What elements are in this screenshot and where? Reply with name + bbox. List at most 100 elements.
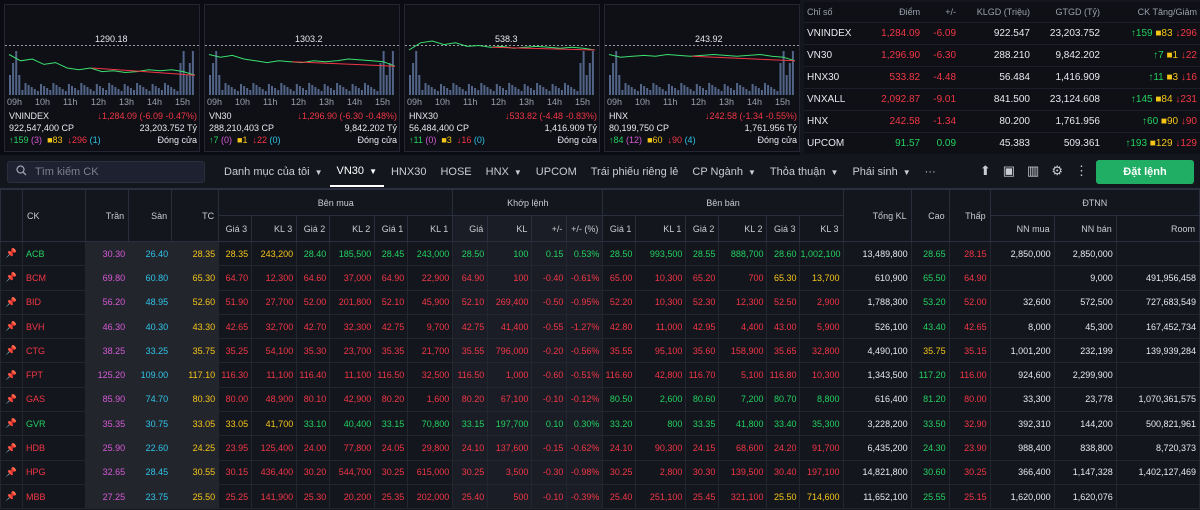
cell-s2: 65.20 [685, 265, 720, 291]
cell-s2: 33.35 [685, 411, 720, 437]
cell-s3: 28.60 [766, 240, 801, 267]
index-row[interactable]: HNX 242.58 -1.34 80.200 1,761.956 ↑60 ■90 ↓90 [804, 109, 1200, 132]
cell-b2: 30.20 [296, 459, 331, 485]
tab-5[interactable]: UPCOM [529, 157, 584, 187]
gear-icon[interactable]: ⚙ [1051, 163, 1063, 178]
cell-bv2: 23,700 [329, 338, 376, 364]
pin-icon[interactable]: 📌 [0, 265, 24, 291]
cell-v: 67,100 [487, 386, 533, 413]
index-row[interactable]: UPCOM 91.57 0.09 45.383 509.361 ↑193 ■129 ↓12… [804, 131, 1200, 154]
pin-icon[interactable]: 📌 [0, 362, 24, 388]
pin-icon[interactable]: 📌 [0, 338, 24, 364]
index-row-change: 0.09 [923, 131, 960, 154]
pin-icon[interactable]: 📌 [0, 459, 24, 485]
index-row-name: VNXALL [804, 87, 867, 110]
volume-bar [443, 86, 446, 95]
excel-export-icon[interactable]: ▣ [1002, 163, 1016, 178]
search-box[interactable] [7, 161, 205, 183]
volume-bar [433, 89, 436, 95]
mini-chart-vnindex[interactable]: 1290.18 09h 10h 11h 12h 13h 14h 15h VNINDEX ↓1,28… [4, 4, 200, 152]
index-row[interactable]: VNXALL 2,092.87 -9.01 841.500 23,124.608 ↑145… [804, 87, 1200, 110]
volume-bar [18, 75, 21, 95]
volume-bar [108, 83, 111, 95]
tab-7[interactable]: CP Ngành ▼ [685, 157, 762, 187]
tab-9[interactable]: Phái sinh ▼ [845, 157, 917, 187]
tab-1[interactable]: VN30 ▼ [329, 157, 384, 187]
stock-row-fpt[interactable]: 📌 FPT 125.20 109.00 117.10 116.30 11,100 116.40… [0, 362, 1200, 388]
x-tick-label: 15h [575, 97, 591, 107]
x-tick-label: 14h [347, 97, 363, 107]
stock-row-gas[interactable]: 📌 GAS 85.90 74.70 80.30 80.00 48,900 80.10 42,90… [0, 386, 1200, 413]
stock-row-acb[interactable]: 📌 ACB 30.30 26.40 28.35 28.35 243,200 28.40 185,… [0, 240, 1200, 267]
foreign-buy: 1,620,000 [989, 483, 1055, 510]
volume-bar [708, 83, 711, 95]
ceil-price: 25.90 [85, 435, 130, 461]
stock-row-gvr[interactable]: 📌 GVR 35.35 30.75 33.05 33.05 41,700 33.10 40,40… [0, 411, 1200, 437]
tab-2[interactable]: HNX30 [384, 157, 433, 187]
cell-sv1: 10,300 [635, 265, 687, 291]
stock-symbol: BID [22, 289, 87, 315]
mini-chart-vn30[interactable]: 1303.2 09h 10h 11h 12h 13h 14h 15h VN30 ↓1,296.90… [204, 4, 400, 152]
tab-10[interactable]: ··· [918, 157, 943, 187]
sub-header: +/- [531, 215, 568, 242]
tab-4[interactable]: HNX ▼ [479, 157, 529, 187]
index-value: 1,416.909 Tỷ [544, 123, 597, 133]
volume-bar [674, 88, 677, 95]
stock-symbol: HPG [22, 459, 87, 485]
volume-bar [114, 87, 117, 95]
mini-chart-hnx30[interactable]: 538.3 09h 10h 11h 12h 13h 14h 15h HNX30 ↓533.82 (… [404, 4, 600, 152]
cell-s2: 28.55 [685, 240, 720, 267]
pin-icon[interactable]: 📌 [0, 313, 24, 340]
cell-b3: 42.65 [218, 313, 253, 340]
pin-icon[interactable]: 📌 [0, 386, 24, 413]
stock-row-ctg[interactable]: 📌 CTG 38.25 33.25 35.75 35.25 54,100 35.30 23,70… [0, 338, 1200, 364]
down-count: ↓16 [456, 135, 472, 145]
upload-icon[interactable]: ⬆ [979, 163, 991, 178]
cell-bv1: 243,000 [407, 240, 454, 267]
mini-chart-hnx[interactable]: 243.92 09h 10h 11h 12h 13h 14h 15h HNX ↓242.58 (-… [604, 4, 800, 152]
cell-bv3: 27,700 [251, 289, 298, 315]
ref-price: 43.30 [171, 313, 220, 340]
volume-bar [646, 88, 649, 95]
tab-0[interactable]: Danh mục của tôi ▼ [217, 157, 330, 187]
column-layout-icon[interactable]: ▥ [1027, 163, 1040, 178]
volume-bar [170, 87, 173, 95]
index-row[interactable]: VN30 1,296.90 -6.30 288.210 9,842.202 ↑7 ■1 ↓… [804, 43, 1200, 66]
tab-6[interactable]: Trái phiếu riêng lẻ [584, 157, 686, 187]
volume-bar [154, 86, 157, 95]
stock-row-mbb[interactable]: 📌 MBB 27.25 23.75 25.50 25.25 141,900 25.30 20,2… [0, 483, 1200, 510]
stock-row-bcm[interactable]: 📌 BCM 69.80 60.80 65.30 64.70 12,300 64.60 37,00… [0, 265, 1200, 291]
place-order-button[interactable]: Đặt lệnh [1096, 160, 1194, 184]
index-price: ↓1,296.90 (-6.30 -0.48%) [297, 111, 397, 121]
pin-icon[interactable]: 📌 [0, 289, 24, 315]
volume-bar [627, 85, 630, 95]
sub-header: KL 3 [799, 215, 844, 242]
volume-bar [133, 90, 135, 95]
index-price: ↓242.58 (-1.34 -0.55%) [704, 111, 797, 121]
search-input[interactable] [35, 166, 195, 178]
tab-3[interactable]: HOSE [433, 157, 478, 187]
stock-symbol: ACB [22, 240, 87, 267]
stock-row-bid[interactable]: 📌 BID 56.20 48.95 52.60 51.90 27,700 52.00 201,8… [0, 289, 1200, 315]
stock-row-hpg[interactable]: 📌 HPG 32.65 28.45 30.55 30.15 436,400 30.20 544,… [0, 459, 1200, 485]
low-price: 23.90 [948, 435, 991, 461]
up-count: ↑159 [9, 135, 29, 145]
cell-s2: 116.70 [685, 362, 720, 388]
index-name: HNX30 [409, 111, 439, 121]
index-row[interactable]: HNX30 533.82 -4.48 56.484 1,416.909 ↑11 ■3 ↓1… [804, 65, 1200, 88]
cell-bv3: 48,900 [251, 386, 298, 413]
pin-icon[interactable]: 📌 [0, 483, 24, 510]
stock-row-bvh[interactable]: 📌 BVH 46.30 40.30 43.30 42.65 32,700 42.70 32,30… [0, 313, 1200, 340]
ref-price: 52.60 [171, 289, 220, 315]
more-vertical-icon[interactable]: ⋮ [1075, 163, 1088, 178]
tab-8[interactable]: Thỏa thuận ▼ [763, 157, 846, 187]
index-row[interactable]: VNINDEX 1,284.09 -6.09 922.547 23,203.752 ↑15… [804, 21, 1200, 44]
stock-row-hdb[interactable]: 📌 HDB 25.90 22.60 24.25 23.95 125,400 24.00 77,8… [0, 435, 1200, 461]
pin-icon[interactable]: 📌 [0, 411, 24, 437]
ceil-price: 125.20 [85, 362, 130, 388]
volume-bar [424, 83, 427, 95]
pin-icon[interactable]: 📌 [0, 240, 24, 267]
cell-ch: -0.60 [531, 362, 568, 388]
pin-icon[interactable]: 📌 [0, 435, 24, 461]
low-price: 116.00 [948, 362, 991, 388]
